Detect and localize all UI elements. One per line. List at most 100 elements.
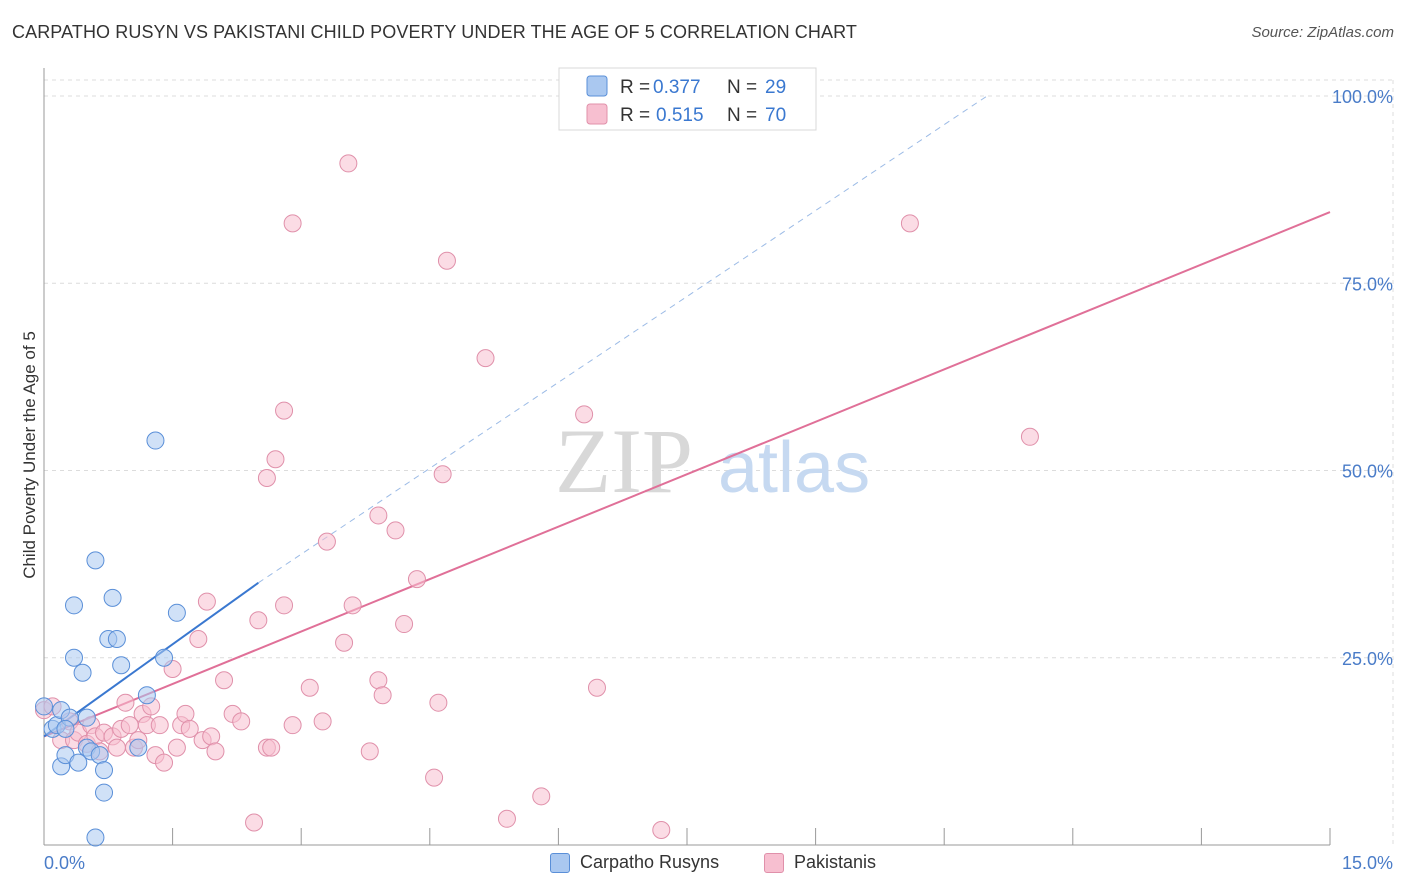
y-tick-label-75: 75.0% — [1342, 274, 1393, 294]
trend-lines — [43, 95, 1331, 738]
point-pakistanis-29 — [189, 630, 208, 649]
legend-r-label-2: R = — [620, 105, 650, 126]
point-carpatho-rusyns-27 — [86, 828, 105, 847]
bottom-legend-swatch-pink — [764, 852, 784, 873]
point-pakistanis-23 — [155, 753, 174, 772]
x-tick-labels: 0.0% 15.0% — [44, 853, 1393, 873]
y-tick-labels: 25.0% 50.0% 75.0% 100.0% — [1332, 87, 1393, 669]
data-points — [35, 154, 1039, 847]
point-pakistanis-53 — [429, 693, 448, 712]
point-pakistanis-27 — [176, 704, 195, 723]
bottom-legend-label-1: Carpatho Rusyns — [580, 852, 720, 872]
point-pakistanis-47 — [369, 671, 388, 690]
point-pakistanis-67 — [283, 214, 302, 233]
point-pakistanis-58 — [532, 787, 551, 806]
point-pakistanis-25 — [167, 738, 186, 757]
point-pakistanis-69 — [900, 214, 919, 233]
point-pakistanis-65 — [257, 468, 276, 487]
point-pakistanis-31 — [197, 592, 216, 611]
point-pakistanis-56 — [476, 349, 495, 368]
point-carpatho-rusyns-20 — [107, 630, 126, 649]
watermark: ZIP atlas — [555, 410, 870, 512]
point-pakistanis-42 — [300, 678, 319, 697]
trend-line-carpatho-rusyns — [43, 582, 259, 738]
legend-n-value-1: 29 — [765, 77, 786, 98]
point-pakistanis-71 — [369, 506, 388, 525]
point-carpatho-rusyns-15 — [90, 746, 109, 765]
point-pakistanis-50 — [395, 615, 414, 634]
trend-line-carpatho-rusyns-extension — [258, 95, 988, 584]
point-carpatho-rusyns-17 — [95, 783, 114, 802]
legend-r-label-1: R = — [620, 77, 650, 98]
point-pakistanis-66 — [275, 401, 294, 420]
point-pakistanis-70 — [1020, 427, 1039, 446]
point-pakistanis-22 — [150, 716, 169, 735]
point-pakistanis-48 — [373, 686, 392, 705]
x-tick-label-max: 15.0% — [1342, 853, 1393, 873]
point-pakistanis-59 — [575, 405, 594, 424]
axes — [43, 68, 1331, 846]
point-pakistanis-33 — [206, 742, 225, 761]
trend-line-pakistanis — [43, 211, 1331, 738]
point-carpatho-rusyns-10 — [73, 663, 92, 682]
legend-n-value-2: 70 — [765, 105, 786, 126]
point-pakistanis-41 — [283, 716, 302, 735]
point-pakistanis-51 — [407, 570, 426, 589]
point-carpatho-rusyns-28 — [56, 719, 75, 738]
bottom-legend-item-carpatho-rusyns[interactable]: Carpatho Rusyns — [550, 852, 719, 873]
legend-swatch-pink — [586, 103, 608, 125]
point-carpatho-rusyns-24 — [155, 648, 174, 667]
legend-r-value-1: 0.377 — [653, 77, 701, 98]
point-pakistanis-55 — [437, 251, 456, 270]
point-carpatho-rusyns-26 — [146, 431, 165, 450]
bottom-legend-swatch-blue — [550, 852, 570, 873]
point-carpatho-rusyns-19 — [103, 588, 122, 607]
source-label: Source: ZipAtlas.com — [1251, 24, 1394, 41]
watermark-atlas: atlas — [718, 428, 870, 508]
point-carpatho-rusyns-21 — [112, 656, 131, 675]
point-carpatho-rusyns-12 — [77, 708, 96, 727]
point-pakistanis-61 — [652, 821, 671, 840]
point-pakistanis-68 — [339, 154, 358, 173]
point-pakistanis-45 — [343, 596, 362, 615]
point-pakistanis-49 — [386, 521, 405, 540]
chart-title: CARPATHO RUSYN VS PAKISTANI CHILD POVERT… — [12, 22, 857, 42]
legend-r-value-2: 0.515 — [656, 105, 704, 126]
legend-swatch-blue — [586, 75, 608, 97]
point-pakistanis-14 — [116, 693, 135, 712]
point-pakistanis-37 — [249, 611, 268, 630]
point-pakistanis-43 — [313, 712, 332, 731]
point-pakistanis-54 — [433, 465, 452, 484]
point-pakistanis-44 — [335, 633, 354, 652]
point-pakistanis-32 — [202, 727, 221, 746]
bottom-legend-item-pakistanis[interactable]: Pakistanis — [764, 852, 876, 873]
point-carpatho-rusyns-0 — [35, 697, 53, 716]
point-pakistanis-62 — [245, 813, 264, 832]
point-carpatho-rusyns-23 — [137, 686, 156, 705]
point-pakistanis-46 — [360, 742, 379, 761]
point-carpatho-rusyns-22 — [129, 738, 148, 757]
point-carpatho-rusyns-14 — [86, 551, 105, 570]
point-carpatho-rusyns-16 — [95, 761, 114, 780]
bottom-legend-label-2: Pakistanis — [794, 852, 877, 872]
point-pakistanis-12 — [107, 738, 126, 757]
x-tick-label-min: 0.0% — [44, 853, 85, 873]
point-pakistanis-64 — [266, 450, 285, 469]
point-pakistanis-60 — [587, 678, 606, 697]
point-carpatho-rusyns-7 — [65, 596, 84, 615]
y-tick-label-25: 25.0% — [1342, 649, 1393, 669]
point-pakistanis-28 — [180, 719, 199, 738]
point-carpatho-rusyns-25 — [167, 603, 186, 622]
y-tick-label-50: 50.0% — [1342, 462, 1393, 482]
point-carpatho-rusyns-9 — [69, 753, 88, 772]
point-pakistanis-40 — [275, 596, 294, 615]
point-pakistanis-57 — [497, 809, 516, 828]
watermark-zip: ZIP — [555, 410, 693, 512]
point-pakistanis-63 — [317, 532, 336, 551]
point-carpatho-rusyns-8 — [65, 648, 84, 667]
legend-box: R = 0.377 N = 29 R = 0.515 N = 70 — [558, 67, 817, 131]
point-pakistanis-34 — [215, 671, 234, 690]
legend-n-label-1: N = — [727, 77, 757, 98]
point-pakistanis-36 — [232, 712, 251, 731]
legend-n-label-2: N = — [727, 105, 757, 126]
